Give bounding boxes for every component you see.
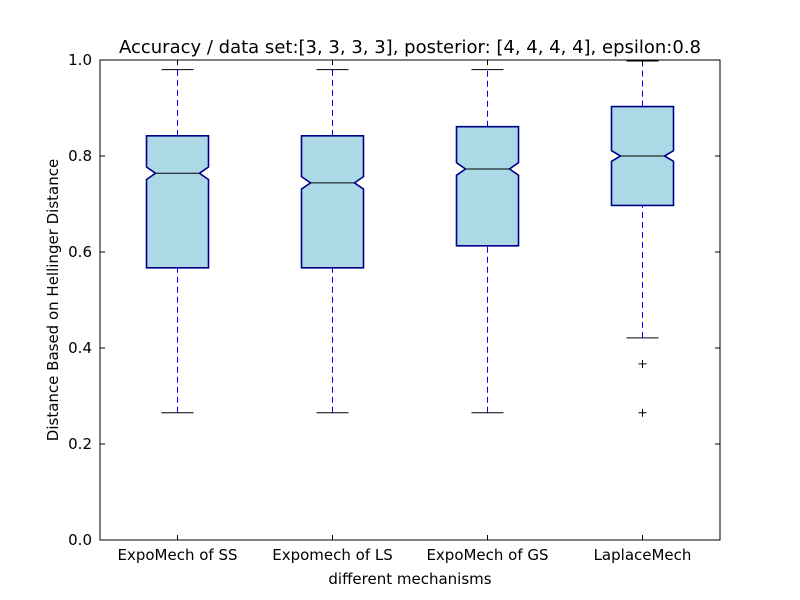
plot-area (145, 60, 675, 417)
y-tick-label: 0.6 (68, 243, 92, 261)
y-tick-label: 0.2 (68, 435, 92, 453)
chart-title: Accuracy / data set:[3, 3, 3, 3], poster… (119, 37, 701, 58)
axis-ticks: ExpoMech of SS Expomech of LS ExpoMech of … (68, 51, 720, 564)
y-tick-label: 1.0 (68, 51, 92, 69)
box (145, 135, 210, 269)
x-tick-label: ExpoMech of SS (117, 546, 237, 564)
outlier-point (638, 408, 647, 417)
y-tick-label: 0.0 (68, 531, 92, 549)
plot-frame (99, 59, 721, 541)
y-tick-label: 0.4 (68, 339, 92, 357)
x-tick-label: ExpoMech of GS (426, 546, 548, 564)
box (455, 125, 520, 247)
x-axis-label: different mechanisms (328, 570, 491, 588)
y-tick-label: 0.8 (68, 147, 92, 165)
y-axis-label: Distance Based on Hellinger Distance (44, 159, 62, 441)
x-tick-label: Expomech of LS (272, 546, 393, 564)
x-tick-label: LaplaceMech (594, 546, 692, 564)
outlier-point (638, 359, 647, 368)
box (300, 135, 365, 269)
